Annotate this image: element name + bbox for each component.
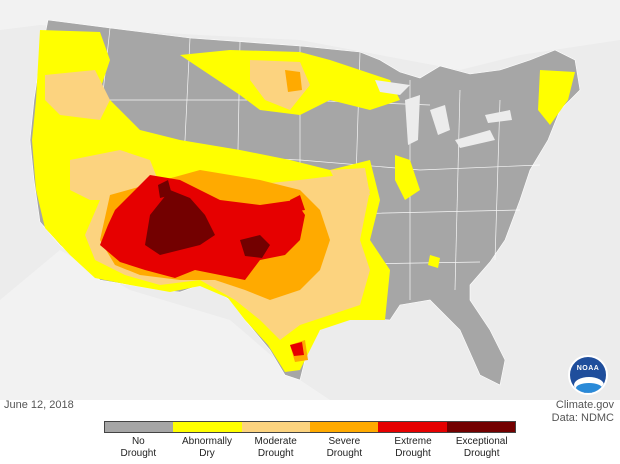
legend-swatch-severe	[309, 422, 379, 432]
map-date: June 12, 2018	[4, 399, 74, 411]
legend-label-extreme: Extreme Drought	[394, 436, 432, 459]
legend-swatch-row	[104, 421, 516, 433]
credit-source: Climate.gov	[555, 399, 614, 411]
legend-swatch-extreme	[378, 422, 447, 432]
exceptional-drought-areas	[145, 180, 270, 258]
legend-label-no-drought: No Drought	[120, 436, 157, 459]
legend-labels: No Drought Abnormally Dry Moderate Drought …	[104, 436, 516, 460]
legend-label-severe: Severe Drought	[326, 436, 363, 459]
legend-swatch-abnormally-dry	[173, 422, 242, 432]
noaa-logo-water	[576, 383, 602, 393]
legend-swatch-moderate	[241, 422, 310, 432]
canada-land	[0, 0, 620, 70]
legend-swatch-exceptional	[446, 422, 515, 432]
drought-legend: No Drought Abnormally Dry Moderate Drought …	[104, 421, 516, 461]
great-lakes	[375, 80, 512, 148]
noaa-logo: NOAA	[568, 355, 608, 395]
drought-map: NOAA	[0, 0, 620, 400]
mexico-land	[0, 250, 330, 400]
credit-data: Data: NDMC	[551, 412, 614, 424]
legend-label-abnormally-dry: Abnormally Dry	[181, 436, 233, 459]
us-map-svg	[0, 0, 620, 400]
legend-swatch-no-drought	[105, 422, 174, 432]
legend-label-exceptional: Exceptional Drought	[455, 436, 508, 459]
map-credit: Climate.gov Data: NDMC	[552, 399, 614, 425]
noaa-logo-text: NOAA	[576, 365, 600, 372]
legend-label-moderate: Moderate Drought	[254, 436, 297, 459]
